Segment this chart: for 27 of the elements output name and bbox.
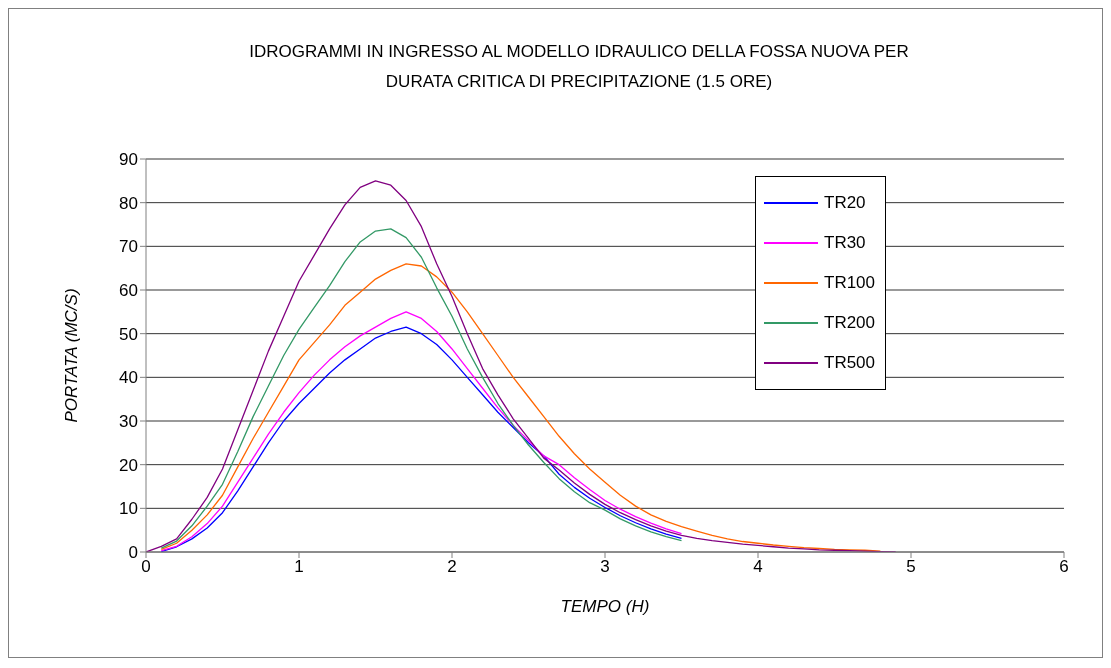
y-tick-label: 20 xyxy=(119,455,138,475)
y-tick-label: 50 xyxy=(119,324,138,344)
x-tick-label: 6 xyxy=(1059,557,1069,577)
y-tick-label: 0 xyxy=(128,543,138,563)
line-series xyxy=(160,263,882,552)
chart-title: IDROGRAMMI IN INGRESSO AL MODELLO IDRAULICO DELLA FOSSA NUOVA PER DURATA CRITICA DI PRECIPITAZIONE (1.5 ORE) xyxy=(248,41,910,93)
x-tick-label: 1 xyxy=(294,557,304,577)
y-tick-label: 80 xyxy=(119,193,138,213)
legend-label: TR200 xyxy=(824,313,876,333)
x-tick-label: 0 xyxy=(141,557,151,577)
y-tick-label: 70 xyxy=(119,237,138,257)
x-tick-label: 5 xyxy=(906,557,916,577)
x-tick-label: 2 xyxy=(447,557,457,577)
y-axis-title: PORTATA (MC/S) xyxy=(62,288,82,423)
line-series xyxy=(160,228,683,549)
legend-label: TR30 xyxy=(824,233,866,253)
x-tick-label: 4 xyxy=(753,557,763,577)
x-tick-label: 3 xyxy=(600,557,610,577)
y-tick-label: 60 xyxy=(119,281,138,301)
y-tick-label: 40 xyxy=(119,368,138,388)
y-tick-label: 10 xyxy=(119,499,138,519)
legend-label: TR20 xyxy=(824,193,866,213)
y-tick-label: 90 xyxy=(119,150,138,170)
y-tick-label: 30 xyxy=(119,412,138,432)
x-axis-title: TEMPO (H) xyxy=(560,597,650,616)
legend-label: TR500 xyxy=(824,353,876,373)
legend-label: TR100 xyxy=(824,273,876,293)
